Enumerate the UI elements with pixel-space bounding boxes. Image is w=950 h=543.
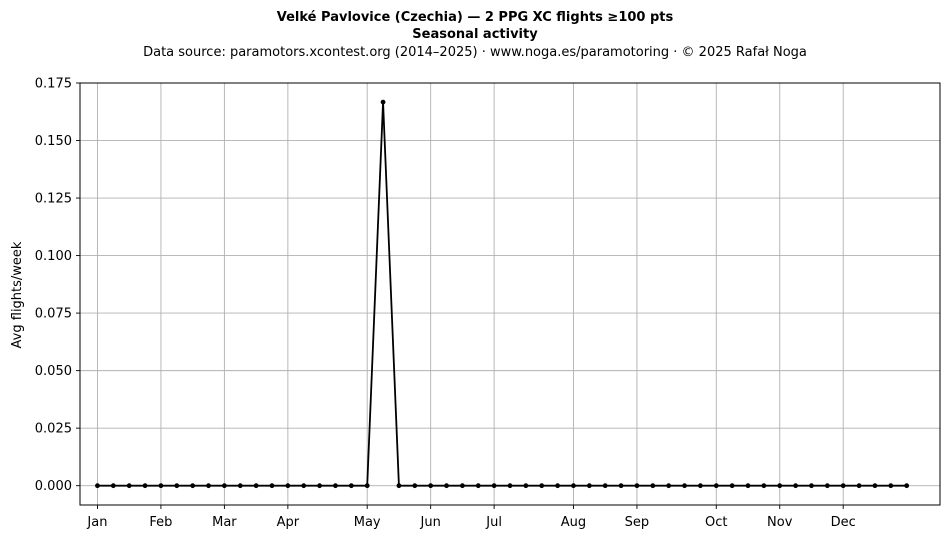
data-point xyxy=(460,483,465,489)
x-tick-label: Jun xyxy=(420,515,441,530)
data-point xyxy=(126,483,132,489)
data-point xyxy=(269,483,275,489)
data-point xyxy=(444,483,449,489)
x-tick-label: Sep xyxy=(625,515,650,530)
data-point xyxy=(380,99,386,105)
data-point xyxy=(682,483,687,489)
y-tick-label: 0.150 xyxy=(35,134,72,149)
data-point xyxy=(285,483,291,489)
data-point xyxy=(317,483,322,489)
y-tick-label: 0.100 xyxy=(35,249,72,264)
data-point xyxy=(793,483,799,489)
data-point xyxy=(571,483,576,489)
data-point xyxy=(190,483,196,489)
data-point xyxy=(777,483,783,489)
data-point xyxy=(634,483,640,489)
data-point xyxy=(174,483,180,489)
x-tick-label: Feb xyxy=(149,515,172,530)
x-tick-label: Jan xyxy=(86,515,107,530)
data-point xyxy=(396,483,402,489)
y-tick-label: 0.025 xyxy=(35,422,72,437)
data-point xyxy=(618,483,624,489)
data-point xyxy=(507,483,513,489)
x-tick-label: Mar xyxy=(212,515,237,530)
data-point xyxy=(364,483,370,489)
data-point xyxy=(872,483,878,489)
data-point xyxy=(666,483,672,489)
y-tick-label: 0.175 xyxy=(35,77,72,92)
data-point xyxy=(253,483,259,489)
data-point xyxy=(158,483,164,489)
data-point xyxy=(95,483,100,489)
data-point xyxy=(221,483,227,489)
data-point xyxy=(110,483,116,489)
data-point xyxy=(412,483,418,489)
data-point xyxy=(809,483,814,489)
data-source-note: Data source: paramotors.xcontest.org (20… xyxy=(143,45,807,60)
data-point xyxy=(602,483,608,489)
y-tick-label: 0.075 xyxy=(35,307,72,322)
chart-subtitle: Seasonal activity xyxy=(412,27,538,42)
data-point xyxy=(713,483,719,489)
data-point xyxy=(586,483,592,489)
data-point xyxy=(539,483,545,489)
series-line xyxy=(97,101,907,487)
y-tick-label: 0.000 xyxy=(35,479,72,494)
data-point xyxy=(301,483,307,489)
x-tick-label: Jul xyxy=(485,515,502,530)
data-point xyxy=(523,483,529,489)
x-tick-label: Dec xyxy=(831,515,856,530)
data-point xyxy=(650,483,656,489)
data-point xyxy=(237,483,243,489)
data-point xyxy=(333,483,338,489)
plot-frame xyxy=(79,82,941,506)
x-tick-label: Apr xyxy=(277,515,300,530)
data-point xyxy=(729,483,735,489)
data-point xyxy=(698,483,703,489)
x-tick-label: Oct xyxy=(705,515,727,530)
data-point xyxy=(888,483,894,489)
axis-ticks: Jan Feb Mar Apr May Jun Jul Aug Sep Oct Nov Dec 0.00… xyxy=(35,77,856,531)
data-point xyxy=(840,483,846,489)
chart-title: Velké Pavlovice (Czechia) — 2 PPG XC fli… xyxy=(277,10,674,25)
x-tick-label: Aug xyxy=(561,515,586,530)
y-axis-label: Avg flights/week xyxy=(10,241,25,348)
y-tick-label: 0.050 xyxy=(35,364,72,379)
data-point xyxy=(428,483,434,489)
data-point xyxy=(475,483,481,489)
data-point xyxy=(491,483,497,489)
data-series xyxy=(95,99,910,489)
axes-frame xyxy=(79,82,941,506)
data-point xyxy=(856,483,862,489)
y-tick-label: 0.125 xyxy=(35,192,72,207)
data-point xyxy=(206,483,211,489)
x-tick-label: May xyxy=(354,515,381,530)
data-point xyxy=(142,483,148,489)
data-point xyxy=(824,483,830,489)
x-tick-label: Nov xyxy=(767,515,793,530)
data-point xyxy=(555,483,560,489)
data-point xyxy=(761,483,767,489)
data-point xyxy=(904,483,910,489)
data-point xyxy=(348,483,354,489)
data-point xyxy=(745,483,751,489)
